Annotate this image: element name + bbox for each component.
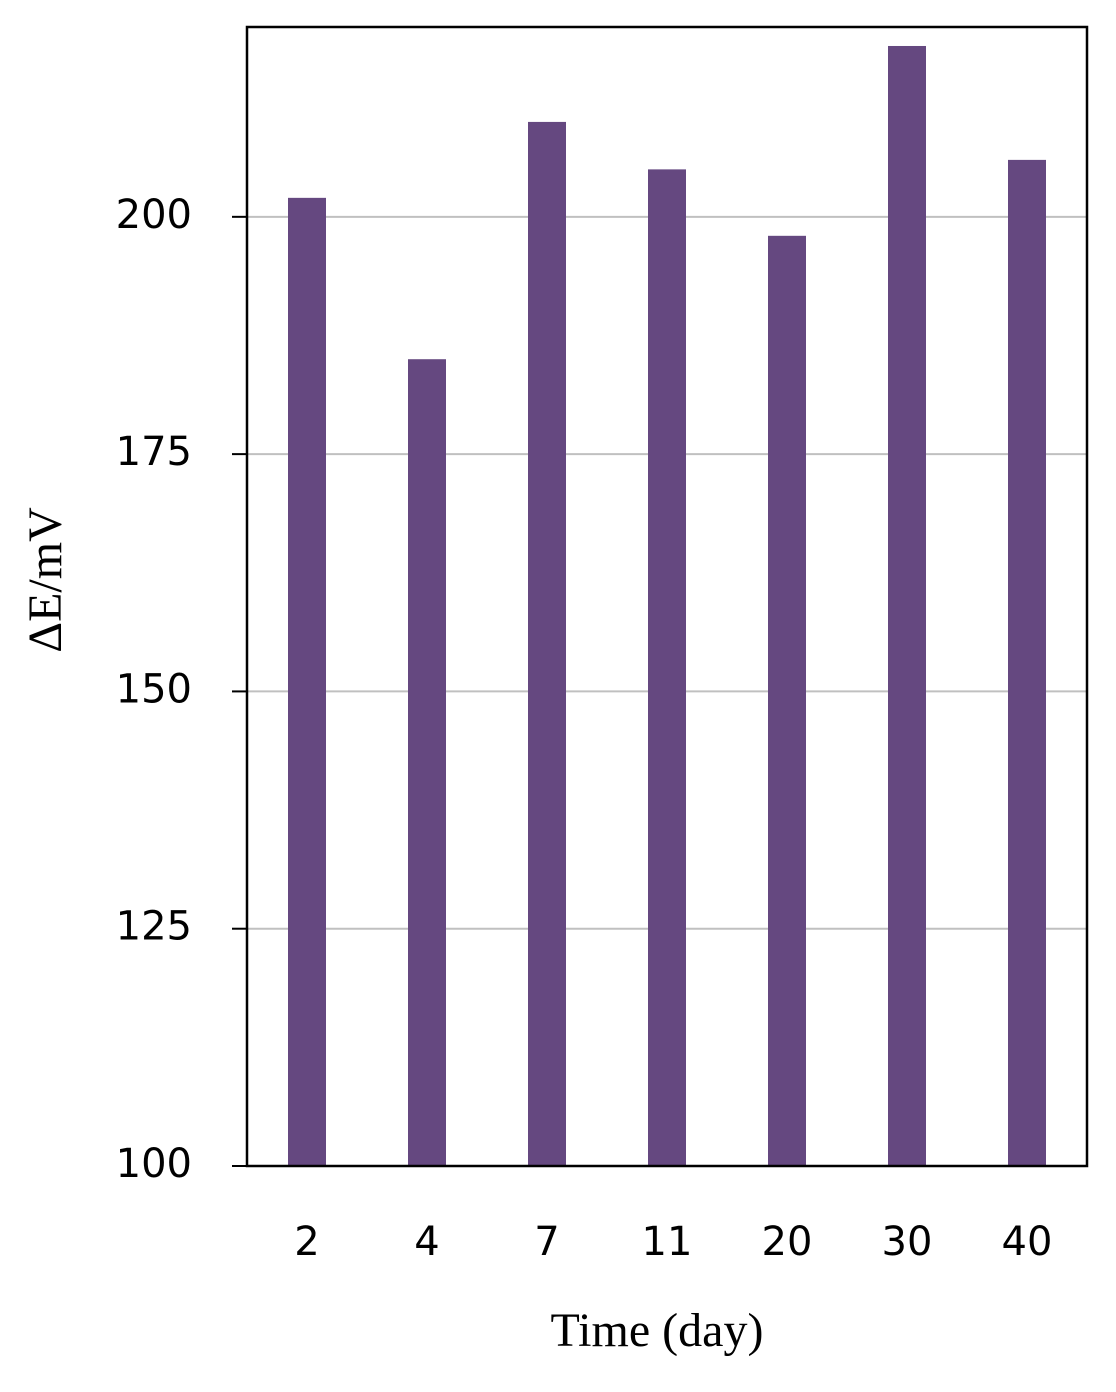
y-tick-label: 150	[116, 666, 192, 712]
y-tick-label: 175	[116, 429, 192, 475]
y-axis-title: ΔE/mV	[19, 507, 72, 653]
y-tick-label: 125	[116, 904, 192, 950]
bar	[888, 45, 926, 1167]
x-tick-label: 40	[1002, 1219, 1053, 1265]
y-tick-label: 100	[116, 1141, 192, 1187]
bar	[408, 359, 446, 1166]
x-tick-label: 11	[642, 1219, 693, 1265]
x-tick-label: 30	[882, 1219, 933, 1265]
bar	[528, 121, 566, 1167]
x-tick-label: 7	[534, 1219, 559, 1265]
bar	[1008, 159, 1046, 1167]
bar	[768, 235, 806, 1167]
x-tick-label: 4	[414, 1219, 439, 1265]
x-tick-label: 2	[294, 1219, 319, 1265]
x-axis-title: Time (day)	[551, 1304, 764, 1357]
x-tick-label: 20	[762, 1219, 813, 1265]
bar	[288, 197, 326, 1167]
y-tick-label: 200	[116, 192, 192, 238]
bar	[648, 169, 686, 1166]
plot-frame	[245, 25, 1089, 1168]
